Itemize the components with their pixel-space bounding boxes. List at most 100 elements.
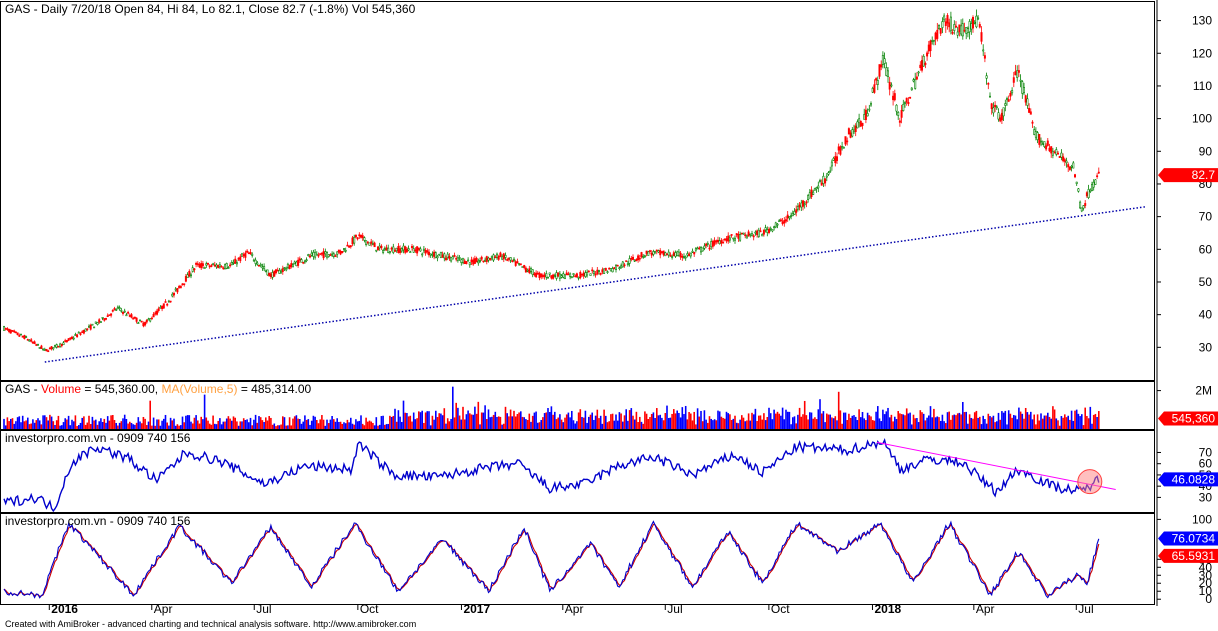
oscillator1-pane-title: investorpro.com.vn - 0909 740 156 <box>5 431 191 445</box>
volume-bar <box>494 411 497 429</box>
candle-body <box>65 340 68 342</box>
volume-bar <box>569 417 571 429</box>
volume-bar <box>928 415 930 429</box>
volume-bar <box>491 416 493 429</box>
candle-body <box>482 260 485 263</box>
volume-bar <box>217 420 219 429</box>
candle-body <box>730 234 733 236</box>
candle-body <box>1092 181 1095 188</box>
candle-body <box>769 228 772 230</box>
volume-bar <box>661 417 663 429</box>
volume-bar <box>20 422 22 429</box>
volume-bar <box>1077 413 1080 429</box>
volume-bar <box>215 424 218 429</box>
volume-bar <box>258 416 260 429</box>
candle-body <box>1045 145 1048 150</box>
volume-last-value-badge-bg <box>1158 411 1218 426</box>
x-tick-label-9: Apr <box>976 602 995 616</box>
volume-bar <box>38 420 41 429</box>
candle-body <box>133 316 136 319</box>
candle-body <box>648 250 651 252</box>
candle-body <box>671 256 674 258</box>
volume-bar <box>576 421 578 429</box>
osc2-tick-label-100: 100 <box>1192 512 1212 526</box>
candle-body <box>856 121 859 129</box>
volume-bar <box>98 421 100 429</box>
candle-body <box>1046 140 1049 146</box>
candle-body <box>786 214 789 219</box>
candle-body <box>89 324 92 330</box>
volume-bar <box>168 425 170 429</box>
candle-body <box>421 253 424 256</box>
volume-bar <box>338 421 340 429</box>
volume-bar <box>159 425 162 429</box>
candle-body <box>342 248 345 250</box>
candle-body <box>1063 159 1066 162</box>
candle-body <box>434 252 437 259</box>
candle-body <box>431 254 434 256</box>
candle-body <box>1011 90 1014 94</box>
volume-bar <box>198 423 201 429</box>
candle-body <box>465 261 468 265</box>
candle-body <box>885 67 888 76</box>
volume-bar <box>1060 416 1063 429</box>
candle-body <box>48 347 51 350</box>
volume-bar <box>921 412 923 429</box>
candle-body <box>302 261 305 264</box>
volume-bar <box>314 416 316 429</box>
volume-bar <box>584 410 587 429</box>
candle-body <box>614 265 617 270</box>
candle-body <box>249 252 252 255</box>
candle-body <box>563 274 566 279</box>
volume-bar <box>457 407 459 429</box>
candle-body <box>166 303 169 306</box>
candle-body <box>123 310 126 313</box>
volume-bar <box>701 421 704 429</box>
volume-bar <box>1013 415 1015 429</box>
candle-body <box>232 262 235 264</box>
candle-body <box>570 276 573 278</box>
candle-body <box>650 252 653 256</box>
candle-body <box>1004 103 1007 106</box>
candle-body <box>1079 201 1082 209</box>
candle-body <box>1002 107 1005 117</box>
candle-body <box>655 249 658 252</box>
candle-body <box>713 240 716 245</box>
candle-body <box>1058 155 1061 158</box>
volume-bar <box>667 418 670 429</box>
candle-body <box>91 323 94 326</box>
candle-body <box>929 40 932 52</box>
candle-body <box>597 270 600 272</box>
candle-body <box>410 246 413 248</box>
candle-body <box>635 258 638 261</box>
candle-body <box>992 107 995 114</box>
volume-bar <box>350 417 352 429</box>
candle-body <box>93 326 96 329</box>
candle-body <box>149 318 152 322</box>
candle-body <box>77 331 80 334</box>
candle-body <box>997 112 1000 120</box>
volume-bar <box>635 411 638 429</box>
volume-bar <box>771 419 774 429</box>
volume-bar <box>1050 418 1052 429</box>
candle-body <box>694 248 697 251</box>
candle-body <box>239 256 242 262</box>
candle-body <box>373 242 376 248</box>
volume-bar <box>560 419 563 429</box>
x-tick-label-10: Jul <box>1078 602 1093 616</box>
volume-bar <box>678 412 680 429</box>
candle-body <box>861 122 864 126</box>
pane-frame-2 <box>0 430 1155 513</box>
volume-bar <box>86 422 89 429</box>
volume-bar <box>846 420 848 429</box>
candle-body <box>25 336 28 338</box>
volume-bar <box>792 417 794 429</box>
volume-bar <box>72 421 75 429</box>
candle-body <box>42 348 45 351</box>
volume-bar <box>776 411 779 429</box>
candle-body <box>603 268 606 274</box>
volume-bar <box>1064 414 1066 429</box>
candle-body <box>795 209 798 213</box>
candle-body <box>371 243 374 245</box>
